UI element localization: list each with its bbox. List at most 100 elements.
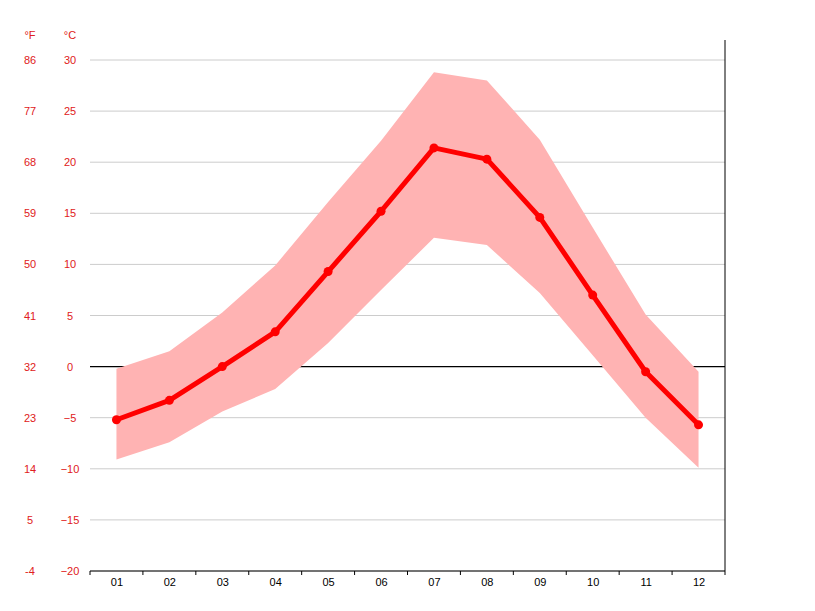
x-tick-label: 06 bbox=[375, 576, 387, 588]
y2-axis-domain bbox=[50, 61, 51, 572]
y-tick-label: −5 bbox=[64, 412, 77, 424]
x-tick-label: 05 bbox=[323, 576, 335, 588]
y2-axis: -4 5 14 23 32 41 50 59 68 77 86 bbox=[24, 54, 51, 577]
grid-line bbox=[90, 519, 725, 520]
y-tick: 15 bbox=[64, 207, 90, 219]
boundary-tick bbox=[195, 571, 196, 575]
y-tick-label: 20 bbox=[64, 156, 76, 168]
boundary-tick bbox=[407, 571, 408, 575]
y-tick: 10 bbox=[64, 258, 90, 270]
chart: 010203040506070809101112−20−15−10−505101… bbox=[0, 0, 815, 611]
y2-tick: 5 bbox=[27, 514, 50, 526]
x-tick: 01 bbox=[111, 571, 123, 588]
y-tick-label: −10 bbox=[61, 463, 80, 475]
boundary-tick bbox=[301, 571, 302, 575]
x-axis-domain bbox=[117, 571, 699, 572]
y2-tick: -4 bbox=[25, 565, 50, 577]
y2-tick: 14 bbox=[24, 463, 50, 475]
marker bbox=[112, 415, 121, 424]
y-tick: 30 bbox=[64, 54, 90, 66]
y-tick: 0 bbox=[67, 361, 90, 373]
boundary-tick bbox=[513, 571, 514, 575]
boundary-tick bbox=[725, 571, 726, 575]
x-tick: 09 bbox=[534, 571, 546, 588]
y2-tick: 50 bbox=[24, 258, 50, 270]
frame-line bbox=[725, 40, 726, 571]
y-tick: −20 bbox=[61, 565, 90, 577]
y-tick-label: 10 bbox=[64, 258, 76, 270]
marker bbox=[535, 213, 544, 222]
x-tick: 07 bbox=[428, 571, 440, 588]
marker bbox=[165, 396, 174, 405]
marker bbox=[324, 267, 333, 276]
x-tick-label: 08 bbox=[481, 576, 493, 588]
x-tick-label: 04 bbox=[270, 576, 282, 588]
y2-tick-label: 86 bbox=[24, 54, 36, 66]
x-tick: 04 bbox=[270, 571, 282, 588]
x-tick-label: 10 bbox=[587, 576, 599, 588]
y2-tick-label: -4 bbox=[25, 565, 35, 577]
x-tick-label: 07 bbox=[428, 576, 440, 588]
boundary-tick bbox=[672, 571, 673, 575]
x-tick-label: 01 bbox=[111, 576, 123, 588]
y-tick-label: −15 bbox=[61, 514, 80, 526]
y2-tick-label: 50 bbox=[24, 258, 36, 270]
boundary-tick bbox=[566, 571, 567, 575]
y-tick: 20 bbox=[64, 156, 90, 168]
y-tick: −15 bbox=[61, 514, 90, 526]
x-tick: 12 bbox=[693, 571, 705, 588]
y2-tick-label: 68 bbox=[24, 156, 36, 168]
y-tick-label: 25 bbox=[64, 105, 76, 117]
x-tick: 10 bbox=[587, 571, 599, 588]
marker bbox=[694, 420, 703, 429]
y2-tick-label: 77 bbox=[24, 105, 36, 117]
boundary-tick bbox=[248, 571, 249, 575]
y2-tick: 86 bbox=[24, 54, 50, 66]
boundary-tick bbox=[90, 571, 91, 575]
x-axis: 010203040506070809101112 bbox=[111, 571, 705, 588]
y2-tick: 23 bbox=[24, 412, 50, 424]
y-tick: −10 bbox=[61, 463, 90, 475]
y-tick: 5 bbox=[67, 310, 90, 322]
y-axis-title: °C bbox=[64, 29, 76, 41]
y2-tick: 32 bbox=[24, 361, 50, 373]
x-tick: 05 bbox=[323, 571, 335, 588]
y2-tick-label: 32 bbox=[24, 361, 36, 373]
y2-tick: 68 bbox=[24, 156, 50, 168]
y2-tick: 41 bbox=[24, 310, 50, 322]
y-tick-label: 30 bbox=[64, 54, 76, 66]
grid-line bbox=[90, 468, 725, 469]
y2-tick-label: 59 bbox=[24, 207, 36, 219]
marker bbox=[641, 367, 650, 376]
boundary-tick bbox=[460, 571, 461, 575]
x-tick: 02 bbox=[164, 571, 176, 588]
y2-tick-label: 14 bbox=[24, 463, 36, 475]
y-tick-label: 0 bbox=[67, 361, 73, 373]
y2-axis-title: °F bbox=[24, 29, 35, 41]
y2-tick-label: 5 bbox=[27, 514, 33, 526]
y-axis: −20 −15 −10 −5 0 5 10 15 20 25 30 bbox=[61, 54, 91, 577]
x-tick-label: 02 bbox=[164, 576, 176, 588]
y-tick-label: 5 bbox=[67, 310, 73, 322]
marker bbox=[218, 362, 227, 371]
y-axis-domain bbox=[90, 61, 91, 572]
boundary-tick bbox=[142, 571, 143, 575]
range-band bbox=[116, 72, 698, 468]
boundary-tick bbox=[354, 571, 355, 575]
y2-tick: 77 bbox=[24, 105, 50, 117]
grid-line bbox=[90, 264, 725, 265]
y2-tick: 59 bbox=[24, 207, 50, 219]
x-tick: 08 bbox=[481, 571, 493, 588]
marker bbox=[271, 327, 280, 336]
y-tick-label: −20 bbox=[61, 565, 80, 577]
grid-line bbox=[90, 60, 725, 61]
plot-area bbox=[112, 72, 703, 468]
x-tick: 06 bbox=[375, 571, 387, 588]
mean-line bbox=[116, 148, 698, 425]
y2-tick-label: 23 bbox=[24, 412, 36, 424]
x-tick-label: 09 bbox=[534, 576, 546, 588]
marker bbox=[377, 207, 386, 216]
y-tick: 25 bbox=[64, 105, 90, 117]
marker bbox=[482, 155, 491, 164]
boundary-tick bbox=[619, 571, 620, 575]
